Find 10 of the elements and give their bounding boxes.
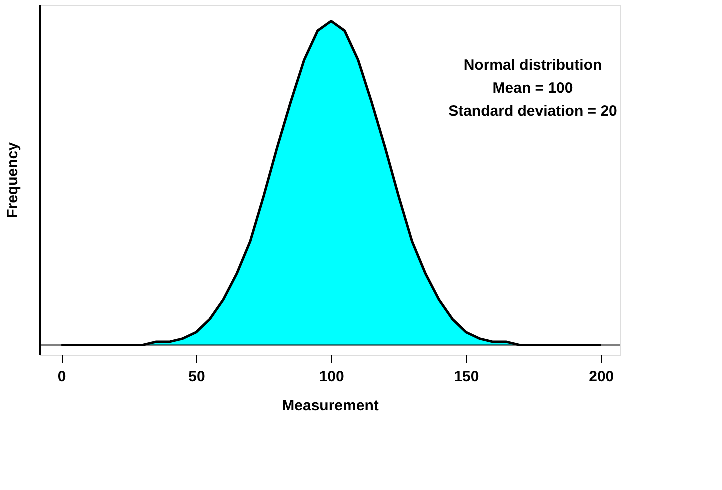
x-tick-label: 100 (319, 368, 344, 386)
annotation: Mean = 100 (492, 80, 574, 97)
x-tick-label: 150 (454, 368, 480, 386)
x-axis-title: Measurement (282, 398, 379, 414)
annotation: Normal distribution (464, 57, 602, 74)
y-axis-title: Frequency (4, 142, 22, 218)
x-tick-label: 0 (58, 368, 66, 386)
annotation: Standard deviation = 20 (448, 103, 618, 120)
x-tick-label: 50 (188, 368, 206, 386)
x-tick-label: 200 (589, 368, 614, 386)
